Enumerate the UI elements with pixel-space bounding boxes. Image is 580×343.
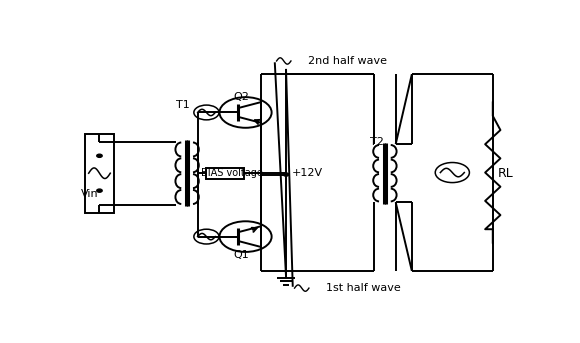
Circle shape: [97, 189, 102, 192]
Bar: [206, 168, 244, 179]
Text: +12V: +12V: [291, 168, 322, 178]
Text: 1st half wave: 1st half wave: [327, 283, 401, 293]
Text: 2nd half wave: 2nd half wave: [309, 56, 387, 66]
Text: T1: T1: [176, 99, 190, 109]
Text: Q1: Q1: [233, 250, 249, 260]
Text: BIAS voltage: BIAS voltage: [201, 168, 263, 178]
Text: T2: T2: [370, 137, 384, 146]
Text: Vin: Vin: [81, 189, 99, 199]
Circle shape: [283, 173, 289, 176]
Circle shape: [97, 154, 102, 157]
Bar: [85, 134, 114, 213]
Text: RL: RL: [497, 167, 513, 180]
Text: Q2: Q2: [233, 92, 249, 102]
